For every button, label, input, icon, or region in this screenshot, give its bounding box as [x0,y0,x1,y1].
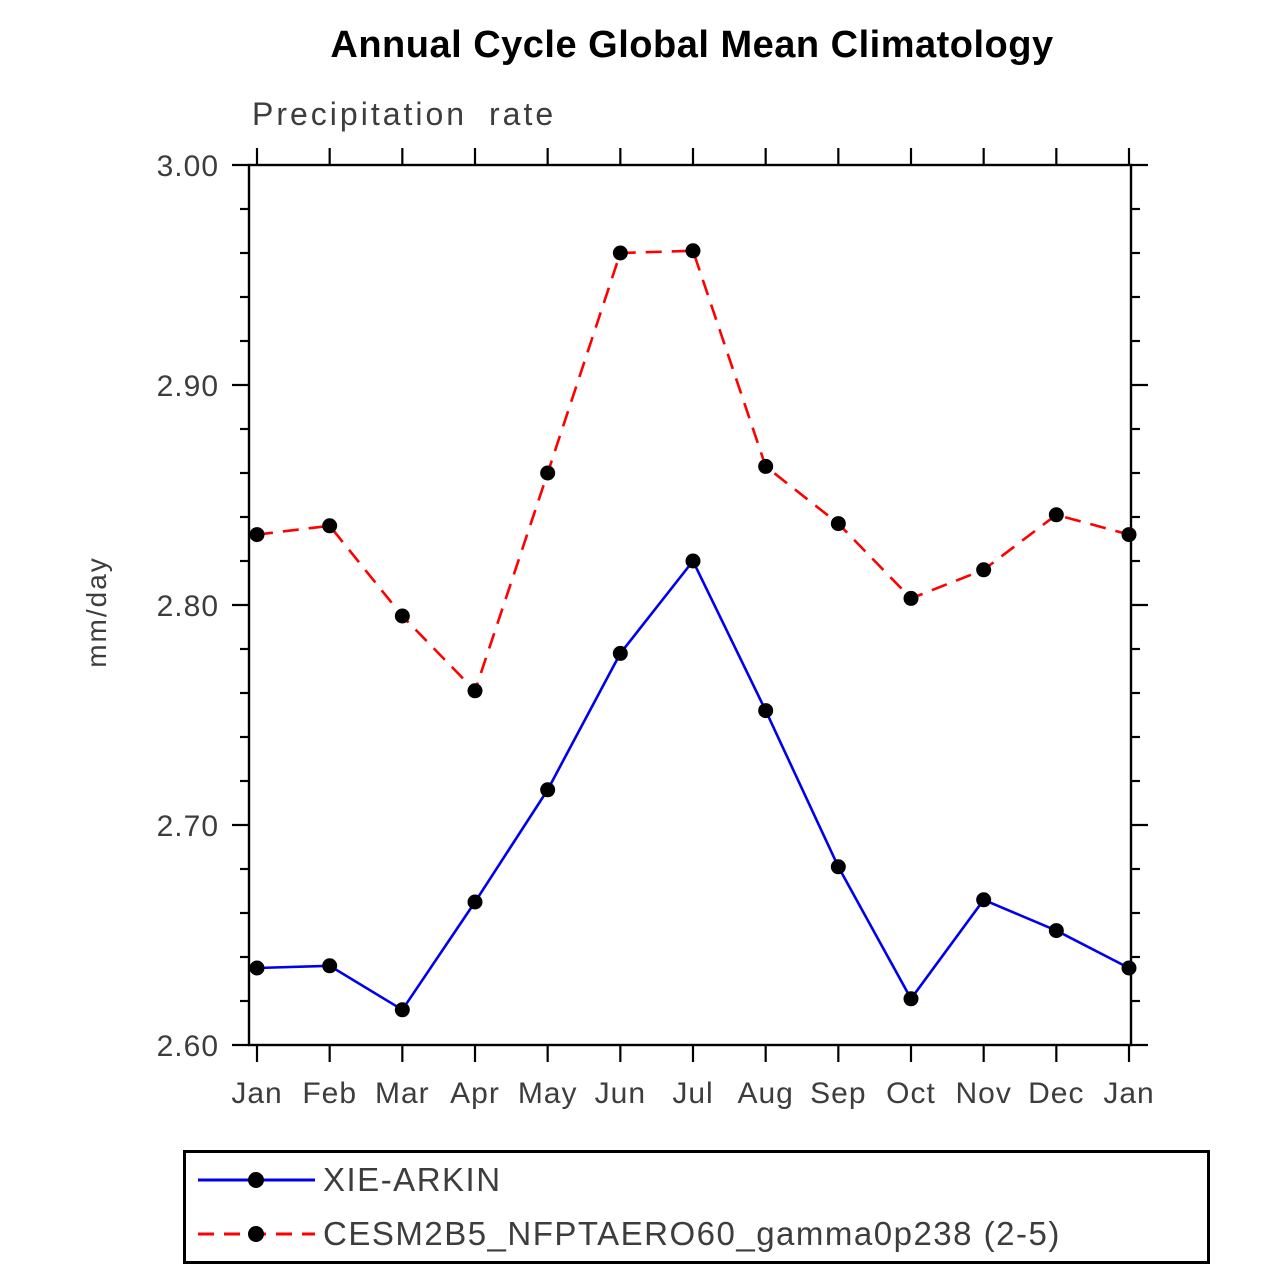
data-marker [1048,923,1064,939]
x-tick-label: Feb [302,1077,357,1110]
legend-marker-icon [248,1226,264,1242]
legend-label: XIE-ARKIN [323,1161,502,1198]
data-marker [467,683,483,699]
legend-line-solid-icon [198,1172,315,1188]
legend-line-dashed-icon [198,1226,315,1242]
y-tick-label: 2.60 [157,1030,219,1063]
data-marker [467,894,483,910]
data-marker [1121,960,1137,976]
data-marker [249,527,265,543]
data-marker [903,991,919,1007]
data-marker [394,608,410,624]
x-tick-label: Jan [1103,1077,1154,1110]
x-tick-label: Apr [450,1077,500,1110]
data-marker [612,245,628,261]
y-tick-label: 2.90 [157,370,219,403]
y-tick-label: 2.80 [157,590,219,623]
chart-title: Annual Cycle Global Mean Climatology [330,24,1054,66]
legend-entry-cesm2b5: CESM2B5_NFPTAERO60_gamma0p238 (2-5) [186,1207,1207,1261]
data-marker [976,562,992,578]
plot-frame [247,163,1133,1047]
x-tick-label: Mar [375,1077,430,1110]
legend-entry-xie-arkin: XIE-ARKIN [186,1153,1207,1207]
data-marker [758,458,774,474]
x-tick-label: Oct [886,1077,936,1110]
x-tick-label: Jun [595,1077,646,1110]
data-marker [322,518,338,534]
x-tick-label: Nov [955,1077,1011,1110]
legend-marker-icon [248,1172,264,1188]
legend-label: CESM2B5_NFPTAERO60_gamma0p238 (2-5) [323,1215,1061,1252]
data-marker [322,958,338,974]
data-marker [249,960,265,976]
chart-subtitle: Precipitation rate [252,96,557,132]
x-tick-label: Jul [672,1077,713,1110]
y-tick-label: 3.00 [157,150,219,183]
data-marker [540,782,556,798]
legend: XIE-ARKIN CESM2B5_NFPTAERO60_gamma0p238 … [183,1150,1210,1264]
data-marker [758,703,774,719]
y-tick-label: 2.70 [157,810,219,843]
data-marker [830,859,846,875]
data-marker [1048,507,1064,523]
x-tick-label: Aug [737,1077,793,1110]
x-tick-label: Dec [1028,1077,1084,1110]
data-marker [685,553,701,569]
data-marker [903,590,919,606]
x-tick-label: May [518,1077,578,1110]
series-line-solid [256,558,1130,1012]
data-marker [1121,527,1137,543]
data-marker [976,892,992,908]
series-line-dashed [256,249,1130,694]
data-marker [612,645,628,661]
x-tick-label: Sep [810,1077,866,1110]
data-marker [685,243,701,259]
data-marker [540,465,556,481]
data-marker [830,516,846,532]
data-marker [394,1002,410,1018]
x-tick-label: Jan [231,1077,282,1110]
